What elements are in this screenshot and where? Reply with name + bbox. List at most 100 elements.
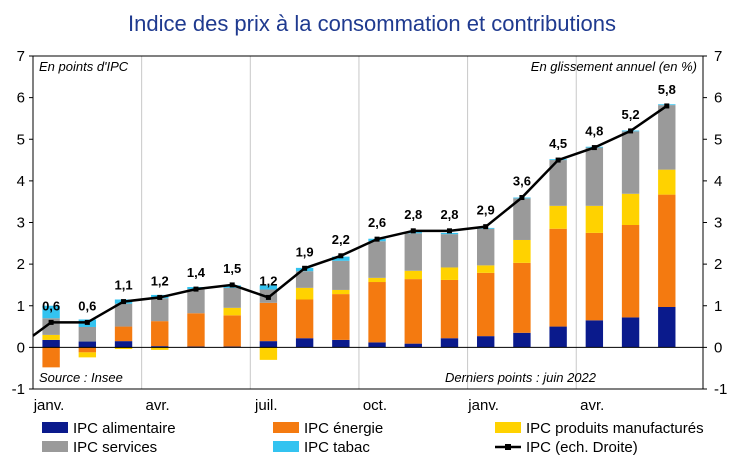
bar-segment — [78, 326, 97, 342]
bar-segment — [151, 346, 169, 348]
bar-segment — [187, 289, 205, 314]
legend-swatch — [273, 441, 299, 452]
bar-segment — [621, 193, 640, 225]
data-label: 2,6 — [368, 215, 386, 230]
ipc-marker — [483, 224, 489, 230]
data-label: 5,2 — [622, 107, 640, 122]
bar-segment — [440, 267, 459, 280]
bar-segment — [440, 234, 459, 268]
data-label: 3,6 — [513, 174, 531, 189]
data-label: 0,6 — [78, 298, 96, 313]
chart-title: Indice des prix à la consommation et con… — [128, 11, 616, 36]
bar-segment — [332, 256, 350, 261]
left-tick-label: 6 — [17, 90, 25, 107]
legend-swatch — [42, 441, 68, 452]
bar-segment — [404, 279, 422, 344]
bar-segment — [585, 205, 604, 233]
bar-segment — [658, 306, 676, 348]
legend-label: IPC (ech. Droite) — [526, 439, 638, 456]
bar-segment — [151, 347, 169, 350]
bar-segment — [187, 313, 205, 347]
bar-segment — [295, 299, 314, 339]
bar-segment — [295, 287, 314, 300]
x-tick-label: juil. — [254, 397, 278, 414]
x-tick-label: oct. — [363, 397, 387, 414]
source-note: Source : Insee — [39, 370, 123, 385]
ipc-marker — [591, 145, 597, 151]
bar-segment — [549, 326, 567, 348]
right-tick-label: 6 — [714, 90, 722, 107]
bar-segment — [549, 228, 567, 327]
bar-segment — [585, 147, 604, 206]
bar-segment — [259, 285, 278, 290]
bar-segment — [259, 302, 278, 342]
data-label: 1,2 — [259, 273, 277, 288]
ipc-marker — [628, 128, 634, 134]
bar-segment — [151, 321, 169, 347]
bar-segment — [368, 342, 386, 348]
bar-segment — [621, 131, 640, 194]
ipc-marker — [84, 319, 90, 325]
legend: IPC alimentaire IPC énergie IPC produits m… — [42, 420, 704, 456]
bar-segment — [585, 320, 604, 348]
bar-segment — [368, 282, 386, 343]
legend-swatch — [495, 422, 521, 433]
data-label: 1,4 — [187, 265, 206, 280]
bar-segment — [114, 347, 133, 350]
bar-segment — [477, 336, 495, 348]
bar-segment — [585, 232, 604, 321]
left-tick-label: 3 — [17, 215, 25, 232]
bar-segment — [332, 289, 350, 295]
left-tick-label: 2 — [17, 256, 25, 273]
bar-segment — [658, 194, 676, 307]
bar-segment — [513, 239, 531, 263]
grid — [141, 56, 577, 389]
ipc-line — [32, 103, 670, 337]
legend-swatch — [42, 422, 68, 433]
data-label: 2,9 — [477, 203, 495, 218]
bar-segment — [404, 343, 422, 348]
data-label: 2,8 — [440, 207, 458, 222]
legend-label: IPC produits manufacturés — [526, 420, 704, 437]
ipc-marker — [121, 299, 127, 305]
data-label: 1,9 — [296, 244, 314, 259]
ipc-line-path — [32, 104, 668, 337]
bar-segment — [332, 339, 350, 348]
bar-segment — [621, 224, 640, 318]
x-tick-label: janv. — [467, 397, 499, 414]
left-tick-label: 7 — [17, 48, 25, 65]
right-axis-note: En glissement annuel (en %) — [531, 59, 697, 74]
bar-segment — [513, 332, 531, 348]
left-tick-label: 1 — [17, 298, 25, 315]
ipc-marker — [664, 103, 670, 109]
right-tick-label: 3 — [714, 215, 722, 232]
bar-segment — [513, 262, 531, 333]
right-tick-label: 0 — [714, 339, 722, 356]
bar-segment — [223, 287, 241, 308]
bar-segment — [332, 294, 350, 340]
data-label: 0,6 — [42, 298, 60, 313]
left-tick-label: 0 — [17, 339, 25, 356]
right-tick-label: 1 — [714, 298, 722, 315]
right-tick-label: 7 — [714, 48, 722, 65]
left-tick-label: -1 — [12, 381, 25, 398]
ipc-marker — [48, 319, 54, 325]
ipc-marker — [446, 228, 452, 234]
legend-label: IPC services — [73, 439, 157, 456]
bar-segment — [658, 105, 676, 170]
bar-segment — [440, 279, 459, 339]
right-tick-label: 5 — [714, 131, 722, 148]
bar-segment — [42, 334, 60, 340]
bar-segment — [477, 272, 495, 337]
bar-segment — [78, 352, 97, 358]
legend-label: IPC tabac — [304, 439, 370, 456]
data-labels: 0,6 0,6 1,1 1,2 1,4 1,5 1,2 1,9 2,2 2,6 2,8 2,8 2,9 3… — [42, 82, 676, 313]
bar-segment — [440, 232, 459, 235]
bar-segment — [223, 307, 241, 316]
bar-segment — [223, 315, 241, 347]
x-tick-label: avr. — [146, 397, 170, 414]
bar-segment — [295, 271, 314, 288]
axes: -1 -1 0 0 1 1 2 2 3 3 4 4 5 5 6 6 7 7 janv. avr. juil. oct. ja… — [12, 48, 728, 414]
data-label: 4,8 — [585, 124, 603, 139]
